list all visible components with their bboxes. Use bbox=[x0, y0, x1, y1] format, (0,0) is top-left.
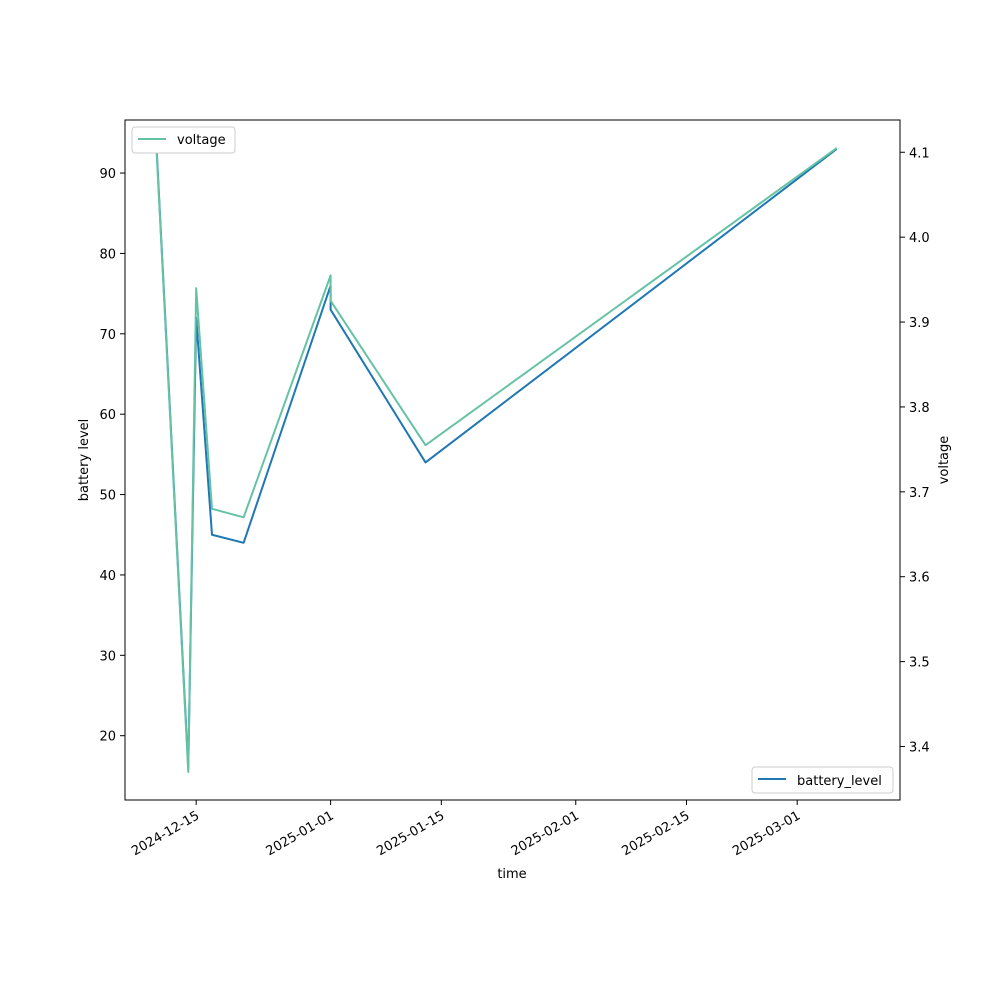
legend-voltage: voltage bbox=[131, 126, 236, 154]
y-left-axis-label: battery level bbox=[77, 419, 92, 502]
y-left-tick-label: 90 bbox=[99, 167, 116, 182]
x-axis-label: time bbox=[497, 867, 526, 882]
y-right-tick-label: 3.7 bbox=[909, 486, 930, 501]
y-right-axis-label: voltage bbox=[937, 436, 952, 485]
legend-battery-level-label: battery_level bbox=[797, 774, 882, 789]
legend-battery-level-box bbox=[751, 766, 894, 794]
plot-frame bbox=[124, 119, 901, 801]
y-right-tick-label: 3.5 bbox=[909, 656, 930, 671]
legend-voltage-label: voltage bbox=[177, 133, 226, 148]
y-right-tick-label: 3.9 bbox=[909, 316, 930, 331]
y-left-tick-label: 20 bbox=[99, 730, 116, 745]
y-right-tick-label: 4.1 bbox=[909, 146, 930, 161]
y-left-tick-label: 50 bbox=[99, 489, 116, 504]
series-layer bbox=[155, 147, 838, 773]
y-right-tick-label: 3.4 bbox=[909, 741, 930, 756]
series-line-voltage bbox=[155, 147, 838, 773]
y-right-tick-label: 3.6 bbox=[909, 571, 930, 586]
y-left-tick-label: 40 bbox=[99, 569, 116, 584]
y-left-tick-label: 70 bbox=[99, 328, 116, 343]
y-right-tick-label: 4.0 bbox=[909, 231, 930, 246]
y-left-tick-label: 80 bbox=[99, 247, 116, 262]
legend-battery-level: battery_level bbox=[751, 766, 894, 794]
y-left-tick-label: 60 bbox=[99, 408, 116, 423]
y-left-tick-label: 30 bbox=[99, 649, 116, 664]
y-right-tick-label: 3.8 bbox=[909, 401, 930, 416]
legend-voltage-box bbox=[131, 126, 236, 154]
